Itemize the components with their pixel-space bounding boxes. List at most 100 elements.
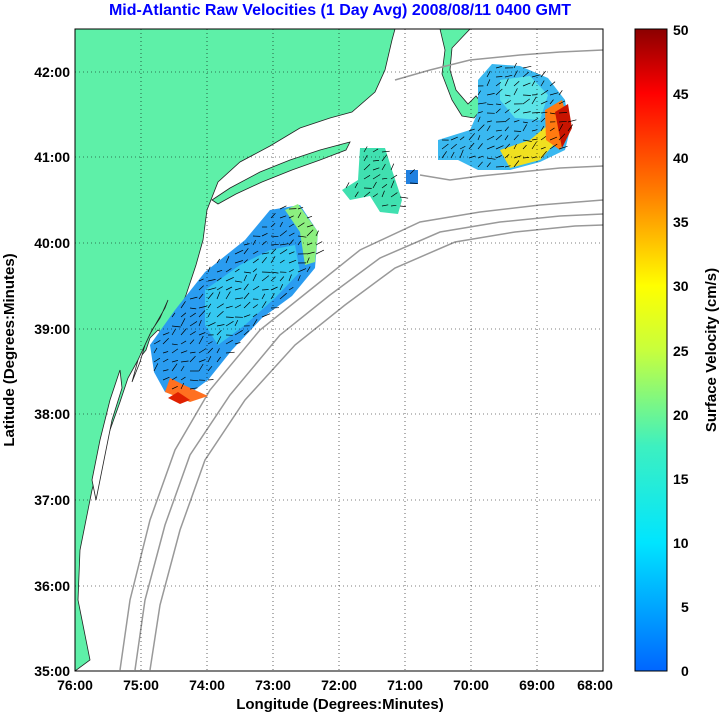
velocity-arrow	[495, 66, 503, 69]
velocity-arrow	[381, 163, 386, 171]
velocity-arrow	[390, 163, 395, 171]
velocity-arrow	[234, 304, 242, 309]
velocity-arrow	[486, 120, 492, 123]
velocity-arrow	[279, 243, 289, 246]
velocity-arrow	[477, 155, 484, 159]
velocity-arrow	[189, 339, 195, 345]
x-tick-label: 70:00	[453, 677, 489, 693]
velocity-arrows	[153, 62, 577, 390]
velocity-arrow	[558, 133, 566, 141]
velocity-arrow	[504, 78, 509, 87]
velocity-arrow	[252, 268, 258, 273]
velocity-arrow	[567, 124, 573, 132]
velocity-arrow	[216, 286, 223, 291]
velocity-arrow	[189, 307, 197, 310]
velocity-arrow	[270, 276, 276, 282]
velocity-arrow	[171, 329, 176, 336]
velocity-arrow	[504, 143, 511, 150]
velocity-arrow	[381, 190, 385, 198]
velocity-arrow	[198, 319, 202, 327]
velocity-arrow	[225, 351, 235, 354]
velocity-arrow	[270, 213, 276, 219]
velocity-arrow	[243, 271, 252, 274]
map-plot-area	[75, 29, 603, 671]
velocity-arrow	[279, 215, 287, 219]
plot-frame	[74, 28, 604, 672]
velocity-arrow	[171, 376, 178, 381]
velocity-arrow	[495, 82, 502, 87]
velocity-arrow	[243, 274, 248, 282]
x-tick-label: 73:00	[255, 677, 291, 693]
colorbar-tick-label: 10	[673, 535, 689, 551]
velocity-arrow	[189, 296, 198, 300]
velocity-arrow	[171, 348, 179, 354]
velocity-arrow	[261, 275, 270, 282]
velocity-arrow	[441, 151, 447, 159]
x-tick-label: 76:00	[57, 677, 93, 693]
velocity-arrow	[477, 161, 483, 168]
velocity-arrow	[306, 224, 314, 228]
velocity-arrow	[522, 82, 531, 87]
velocity-arrow	[288, 251, 295, 255]
colorbar-tick-label: 40	[673, 150, 689, 166]
velocity-arrow	[252, 313, 258, 318]
velocity-arrow	[495, 103, 502, 105]
velocity-arrow	[198, 293, 204, 300]
velocity-arrow	[189, 321, 198, 327]
velocity-arrow	[504, 74, 513, 78]
velocity-arrow	[243, 292, 250, 300]
velocity-arrow	[513, 108, 520, 114]
velocity-arrow	[243, 330, 250, 336]
velocity-arrow	[171, 343, 178, 346]
velocity-arrow	[279, 205, 287, 210]
velocity-arrow	[372, 181, 377, 189]
velocity-arrow	[381, 204, 389, 207]
velocity-arrow	[270, 256, 276, 264]
velocity-arrow	[225, 256, 230, 264]
velocity-arrow	[513, 130, 522, 132]
velocity-arrow	[198, 278, 204, 282]
velocity-arrow	[288, 239, 294, 246]
velocity-arrow	[372, 174, 381, 180]
velocity-arrow	[288, 287, 294, 291]
velocity-arrow	[513, 143, 517, 150]
velocity-arrow	[306, 257, 310, 264]
velocity-arrow	[315, 230, 319, 237]
velocity-arrow	[234, 280, 243, 283]
velocity-arrow	[225, 291, 231, 300]
velocity-arrow	[540, 117, 546, 123]
velocity-arrow	[279, 221, 283, 228]
colorbar-tick-label: 30	[673, 278, 689, 294]
velocity-arrow	[540, 146, 546, 150]
colorbar-tick-label: 25	[673, 343, 689, 359]
velocity-arrow	[297, 235, 307, 238]
map-grid	[75, 29, 603, 671]
velocity-arrow	[372, 160, 380, 162]
velocity-arrow	[522, 139, 532, 142]
velocity-arrow	[162, 358, 169, 363]
velocity-arrow	[288, 232, 295, 237]
velocity-arrow	[216, 258, 221, 264]
velocity-arrow	[495, 155, 502, 159]
colorbar-tick-labels: 0 5 10 15 20 25 30 35 40 45 50	[673, 22, 689, 679]
velocity-arrow	[468, 142, 475, 150]
velocity-arrow	[549, 143, 558, 150]
velocity-arrow	[513, 88, 518, 96]
velocity-arrow	[207, 341, 213, 345]
velocity-arrow	[243, 283, 249, 291]
velocity-arrow	[495, 88, 503, 96]
velocity-arrow	[171, 360, 178, 363]
velocity-arrow	[363, 164, 371, 171]
velocity-arrow	[225, 276, 234, 282]
velocity-arrow	[477, 102, 487, 105]
velocity-arrow	[495, 108, 501, 114]
velocity-arrow	[558, 90, 563, 96]
velocity-arrow	[468, 155, 476, 159]
velocity-arrow	[390, 192, 398, 198]
velocity-arrow	[486, 162, 491, 168]
velocity-arrow	[540, 111, 548, 114]
velocity-arrow	[531, 138, 538, 141]
velocity-arrow	[180, 328, 187, 336]
velocity-arrow	[522, 111, 531, 114]
velocity-arrow	[171, 325, 181, 328]
